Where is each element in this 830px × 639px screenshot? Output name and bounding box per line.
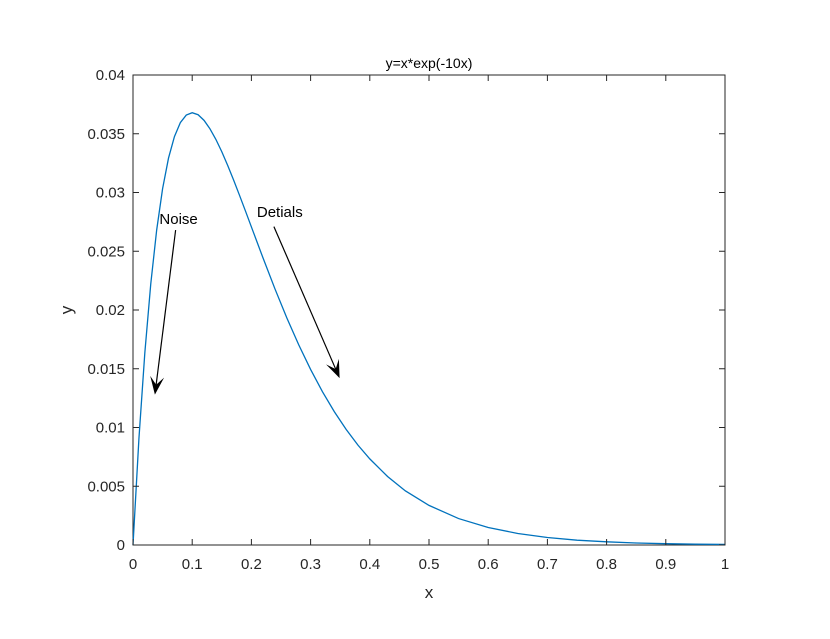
y-axis-label: y <box>57 305 76 314</box>
annotation-arrow-head <box>150 375 165 395</box>
series-line-1 <box>132 112 726 546</box>
chart-title: y=x*exp(-10x) <box>386 55 473 71</box>
x-tick-label: 0.3 <box>300 556 321 573</box>
y-tick-label: 0.02 <box>96 302 125 319</box>
x-tick-label: 0.1 <box>182 556 203 573</box>
y-tick-label: 0.025 <box>87 243 125 260</box>
plot-area: 0 0.1 0.2 0.3 0.4 0.5 0.6 0.7 0.8 0.9 1 0 0.005 0.01… <box>87 67 729 573</box>
y-tick-label: 0.035 <box>87 126 125 143</box>
x-axis-ticks: 0 0.1 0.2 0.3 0.4 0.5 0.6 0.7 0.8 0.9 1 <box>129 75 729 573</box>
x-tick-label: 0.9 <box>655 556 676 573</box>
x-tick-label: 0.2 <box>241 556 262 573</box>
x-tick-label: 0.7 <box>537 556 558 573</box>
annotation-label: Detials <box>257 204 303 221</box>
x-tick-label: 1 <box>721 556 729 573</box>
x-tick-label: 0.6 <box>478 556 499 573</box>
annotation-arrow-head <box>326 358 340 379</box>
annotation-label: Noise <box>159 211 197 228</box>
y-tick-label: 0.015 <box>87 361 125 378</box>
x-tick-label: 0.8 <box>596 556 617 573</box>
y-tick-label: 0.04 <box>96 67 125 84</box>
annotation-arrow-shaft <box>155 230 177 385</box>
y-tick-label: 0 <box>117 537 125 554</box>
annotations: Noise Detials <box>150 204 340 395</box>
y-tick-label: 0.005 <box>87 478 125 495</box>
y-tick-label: 0.03 <box>96 185 125 202</box>
x-tick-label: 0.5 <box>419 556 440 573</box>
y-axis-ticks: 0 0.005 0.01 0.015 0.02 0.025 0.03 0.035 0.04 <box>87 67 725 554</box>
axes-frame <box>132 74 726 546</box>
annotation-arrow-shaft <box>273 226 337 370</box>
x-axis-label: x <box>425 583 434 602</box>
y-tick-label: 0.01 <box>96 420 125 437</box>
x-tick-label: 0 <box>129 556 137 573</box>
x-tick-label: 0.4 <box>359 556 380 573</box>
